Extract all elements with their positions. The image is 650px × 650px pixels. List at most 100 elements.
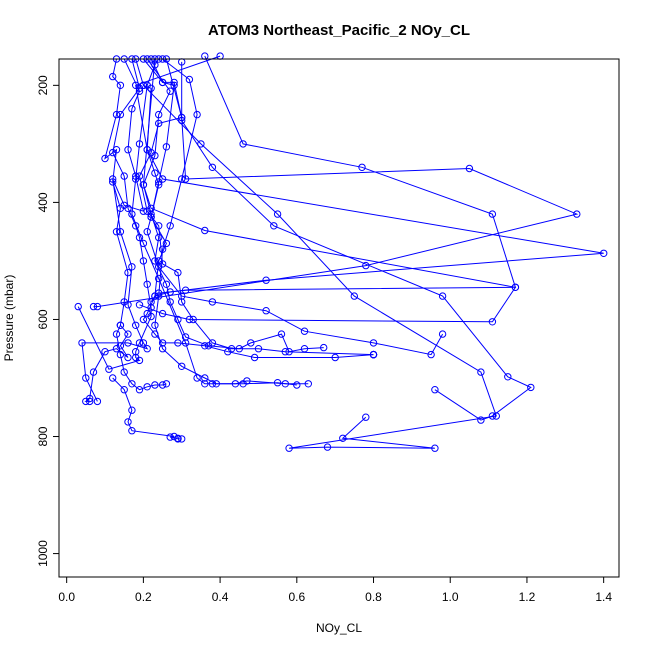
data-point [155, 263, 163, 271]
data-point [174, 435, 182, 443]
profile-line [158, 55, 517, 294]
data-point [128, 380, 136, 388]
data-point [151, 257, 159, 265]
data-point [147, 213, 155, 221]
data-point [132, 321, 140, 329]
data-point [285, 348, 293, 356]
data-point [201, 374, 209, 382]
data-point [431, 444, 439, 452]
data-point [181, 339, 190, 347]
x-tick-label: 1.4 [595, 590, 612, 604]
data-point [158, 339, 167, 347]
data-point [285, 444, 293, 452]
x-tick-label: 0.6 [288, 590, 305, 604]
data-point [293, 381, 301, 389]
data-point [109, 175, 117, 183]
data-point [128, 263, 136, 271]
data-point [477, 368, 485, 376]
data-point [166, 433, 174, 441]
y-tick-label: 1000 [36, 540, 50, 567]
profile-series [112, 321, 171, 394]
data-point [178, 298, 186, 306]
data-point [600, 249, 608, 258]
data-point [465, 164, 474, 173]
data-point [277, 330, 286, 338]
x-tick-label: 1.2 [519, 590, 536, 604]
data-point [147, 298, 155, 306]
profile-line [143, 84, 497, 449]
data-point [431, 386, 439, 394]
data-point [120, 172, 128, 180]
data-point [109, 72, 117, 81]
x-tick-label: 1.0 [442, 590, 459, 604]
data-point [124, 204, 132, 213]
chart-title: ATOM3 Northeast_Pacific_2 NOy_CL [208, 22, 470, 39]
data-point [254, 345, 263, 353]
data-point [323, 443, 332, 451]
data-point [143, 228, 151, 236]
data-point [143, 309, 151, 318]
data-point [155, 119, 163, 128]
data-point [139, 315, 148, 324]
plot-frame [58, 58, 620, 578]
data-point [239, 140, 247, 148]
data-point [105, 365, 113, 373]
data-point [143, 280, 151, 288]
profile-line [112, 377, 182, 440]
profile-line [93, 58, 579, 308]
profile-series [135, 55, 520, 326]
data-point [273, 210, 282, 218]
data-point [128, 406, 136, 414]
data-point [166, 222, 174, 230]
data-point [178, 362, 186, 370]
x-tick-label: 0.4 [212, 590, 229, 604]
data-point [178, 435, 186, 443]
profile-series [139, 55, 328, 356]
data-point [147, 204, 155, 213]
x-tick-label: 0.2 [135, 590, 152, 604]
data-point [197, 140, 205, 148]
profile-line [77, 58, 152, 370]
data-point [124, 353, 132, 362]
data-point [477, 416, 485, 424]
data-point [151, 169, 159, 177]
data-point [112, 330, 121, 338]
data-point [162, 239, 171, 248]
data-point [300, 345, 309, 353]
data-point [155, 222, 163, 230]
data-point [128, 105, 136, 113]
data-point [139, 239, 148, 248]
data-point [89, 302, 98, 311]
data-point [488, 210, 497, 218]
profile-line [181, 61, 532, 421]
y-tick-label: 200 [36, 75, 50, 95]
profile-line [115, 325, 167, 391]
data-point [116, 228, 125, 236]
data-point [155, 274, 163, 283]
data-point [132, 175, 140, 183]
data-point [270, 222, 278, 230]
data-point [247, 339, 255, 347]
data-point [124, 146, 132, 154]
data-point [262, 276, 270, 284]
data-point [78, 339, 86, 347]
data-point [82, 397, 90, 406]
data-point [358, 163, 366, 172]
data-point [116, 110, 125, 119]
data-point [155, 233, 163, 242]
data-point [139, 257, 148, 265]
x-axis-label: NOy_CL [316, 621, 362, 635]
data-point [112, 228, 121, 236]
data-point [488, 318, 497, 326]
data-point [93, 397, 102, 406]
y-axis-label: Pressure (mbar) [2, 275, 16, 362]
data-point [158, 345, 167, 353]
profile-series [155, 52, 520, 297]
data-point [74, 302, 82, 311]
data-point [132, 348, 140, 356]
data-point [504, 373, 512, 381]
data-point [304, 380, 312, 388]
data-point [162, 280, 171, 288]
data-point [101, 154, 109, 163]
